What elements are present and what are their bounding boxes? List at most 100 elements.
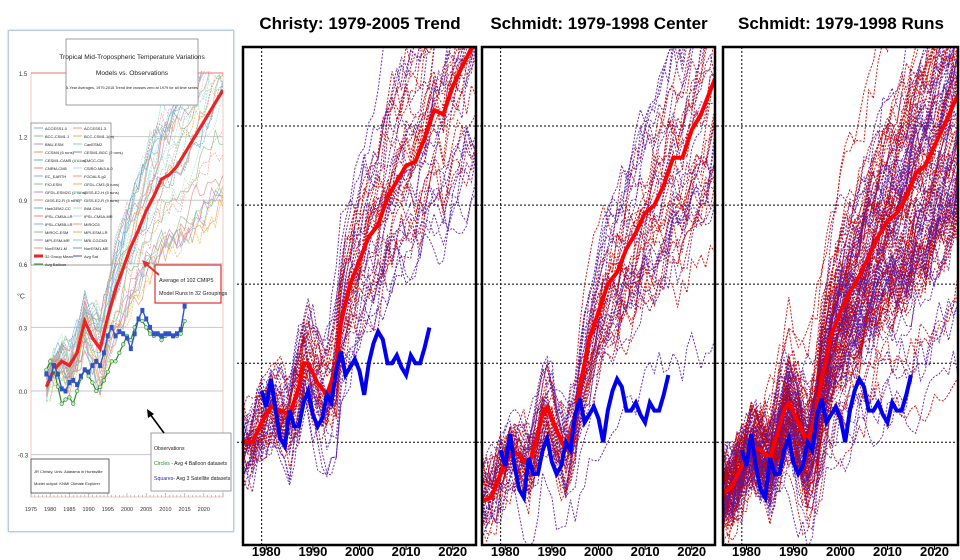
schmidt-runs-model-run-line xyxy=(723,302,958,523)
left-y-tick-label: 0.6 xyxy=(19,263,28,269)
schmidt-runs-model-run-line xyxy=(723,185,958,484)
christy-model-run-line xyxy=(243,47,423,441)
left-balloon-marker xyxy=(59,401,64,406)
left-x-tick-label: 1985 xyxy=(63,507,75,513)
left-legend-label: HadGEM2-CC xyxy=(45,206,71,211)
left-legend-label: IPSL-CM5B-LR xyxy=(45,222,73,227)
schmidt-center-model-run-line xyxy=(482,117,715,520)
schmidt-runs-model-run-line xyxy=(723,47,929,489)
left-balloon-marker xyxy=(98,384,103,389)
christy-model-mean-line xyxy=(243,47,475,445)
left-balloon-marker xyxy=(147,331,153,336)
left-model-run-line xyxy=(46,187,223,402)
christy-model-run-line xyxy=(243,47,475,455)
left-x-tick-label: 2005 xyxy=(140,507,152,513)
schmidt-center-model-run-line xyxy=(482,112,715,480)
christy-model-run-line xyxy=(243,127,476,448)
left-model-run-line xyxy=(46,186,223,396)
left-legend-label: Avg Balloon xyxy=(45,262,66,267)
left-balloon-marker xyxy=(140,318,145,324)
schmidt-center-x-tick-label: 2010 xyxy=(631,544,660,559)
schmidt-center-model-run-line xyxy=(482,177,715,514)
left-satellite-marker xyxy=(55,371,60,377)
left-satellite-marker xyxy=(67,380,72,386)
christy-model-run-line xyxy=(243,193,476,483)
left-model-callout-box xyxy=(154,264,222,304)
left-satellite-marker xyxy=(121,331,126,337)
schmidt-runs-model-run-line xyxy=(723,47,907,489)
schmidt-runs-model-mean-group xyxy=(723,93,958,504)
left-obs-circles-text: - Avg 4 Balloon datasets xyxy=(170,461,228,467)
christy-observations-line xyxy=(259,327,432,453)
schmidt-runs-model-run-line xyxy=(723,140,958,521)
schmidt-runs-observations-line xyxy=(739,374,913,504)
left-balloon-marker xyxy=(90,380,95,385)
schmidt-runs-x-tick-label: 2000 xyxy=(826,544,855,559)
christy-model-run-line xyxy=(243,126,476,456)
left-legend-label: GISS-E2-R (5 runs) xyxy=(45,198,81,203)
left-legend-label: IPSL-CM5A-LR xyxy=(45,214,73,219)
left-legend-label: GFDL-CM3 (5 runs) xyxy=(84,182,120,187)
left-satellite-marker xyxy=(128,346,133,352)
left-balloon-marker xyxy=(117,350,122,355)
left-satellite-marker xyxy=(105,333,110,339)
schmidt-center-model-run-line xyxy=(482,86,715,525)
left-satellite-marker xyxy=(132,331,137,337)
left-legend-label: ACCESS1.0 xyxy=(45,126,68,131)
schmidt-runs-model-run-line xyxy=(723,47,950,507)
left-satellite-marker xyxy=(159,333,164,339)
left-legend-label: NorESM1-ME xyxy=(84,246,109,251)
left-x-tick-label: 1995 xyxy=(102,507,114,513)
left-satellite-marker xyxy=(86,369,91,375)
schmidt-center-model-run-line xyxy=(482,331,715,545)
left-satellite-marker xyxy=(44,371,49,377)
schmidt-runs-model-run-line xyxy=(723,158,958,526)
left-legend-label: INM-CM4 xyxy=(84,206,102,211)
left-satellite-marker xyxy=(98,363,103,369)
left-legend-label: CSIRO-Mk3-6-0 xyxy=(84,166,113,171)
left-satellite-marker xyxy=(148,324,153,330)
left-x-tick-label: 1990 xyxy=(82,507,94,513)
left-balloon-marker xyxy=(48,359,53,364)
left-legend-label: CMCC-CM xyxy=(84,158,104,163)
schmidt-runs-model-run-line xyxy=(723,47,955,484)
left-satellite-marker xyxy=(140,307,145,313)
schmidt-runs-model-run-line xyxy=(723,293,958,522)
left-legend-label: IPSL-CM5A-MR xyxy=(84,214,113,219)
left-chart-note: 5-Year Averages, 1979-2015 Trend line cr… xyxy=(66,86,198,90)
left-satellite-marker xyxy=(182,303,187,309)
left-legend-label: CNRM-CM5 xyxy=(45,166,68,171)
left-y-tick-label: 0.9 xyxy=(19,199,28,205)
schmidt-center-model-run-line xyxy=(482,47,686,503)
christy-model-run-line xyxy=(243,47,384,475)
left-satellite-marker xyxy=(125,335,129,341)
left-model-run-line xyxy=(46,71,189,388)
left-legend-label: Avg Sat xyxy=(84,254,99,259)
left-model-run-line xyxy=(46,73,223,396)
left-legend-label: 32 Group Mean xyxy=(45,254,73,259)
left-model-runs xyxy=(44,71,223,406)
schmidt-runs-model-run-line xyxy=(723,103,958,522)
left-x-tick-label: 2010 xyxy=(159,507,171,513)
left-balloon-marker xyxy=(94,388,99,394)
schmidt-runs-model-run-line xyxy=(723,170,958,515)
left-satellite-marker xyxy=(75,382,80,388)
left-satellite-marker xyxy=(78,373,83,379)
left-satellite-marker xyxy=(94,358,99,364)
left-x-tick-label: 2020 xyxy=(198,507,210,513)
schmidt-runs-panel: 1980 1990 2000 2010 2020 xyxy=(717,45,960,559)
christy-model-run-line xyxy=(243,139,476,492)
christy-x-tick-label: 1980 xyxy=(252,544,281,559)
left-legend-label: MPI-ESM-LR xyxy=(84,230,108,235)
schmidt-runs-model-run-line xyxy=(723,47,942,502)
left-credit-box xyxy=(30,458,110,494)
schmidt-center-model-mean-group xyxy=(482,77,715,504)
christy-model-run-line xyxy=(243,83,476,426)
schmidt-center-x-tick-label: 1980 xyxy=(491,544,520,559)
left-satellite-marker xyxy=(109,324,114,330)
left-balloon-marker xyxy=(113,359,118,364)
left-title-box xyxy=(65,38,199,106)
left-legend-label: BNU-ESM xyxy=(45,142,63,147)
left-satellite-marker xyxy=(178,327,183,333)
schmidt-center-model-run-line xyxy=(482,47,685,499)
